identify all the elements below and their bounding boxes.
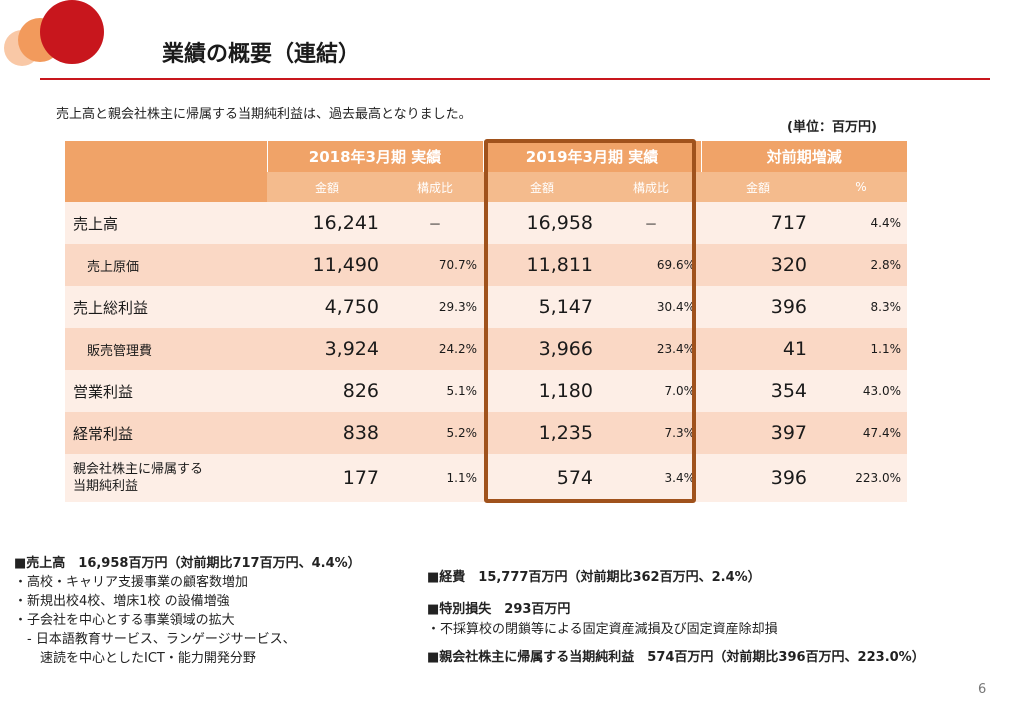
loss-note-title: ■特別損失 293百万円 xyxy=(427,602,571,617)
amount-cell: 11,490 xyxy=(267,244,387,286)
change-amount-cell: 396 xyxy=(701,454,815,502)
current-year-highlight xyxy=(484,139,696,503)
loss-note-detail: ・不採算校の閉鎖等による固定資産減損及び固定資産除却損 xyxy=(427,622,778,637)
ratio-cell: 1.1% xyxy=(387,454,483,502)
amount-cell: 16,241 xyxy=(267,202,387,244)
row-label: 売上総利益 xyxy=(65,286,267,328)
header-change: 対前期増減 xyxy=(700,141,907,172)
subheader-cell: 金額 xyxy=(267,172,387,202)
table-row: 経常利益 838 5.2% 1,235 7.3% 397 47.4% xyxy=(65,412,907,454)
page-number: 6 xyxy=(978,682,987,697)
ratio-cell: 7.0% xyxy=(601,370,701,412)
subheader-cell: 金額 xyxy=(483,172,601,202)
amount-cell: 838 xyxy=(267,412,387,454)
amount-cell: 3,924 xyxy=(267,328,387,370)
results-table: 2018年3月期 実績 2019年3月期 実績 対前期増減 金額 構成比 金額 … xyxy=(65,141,907,502)
table-row: 売上総利益 4,750 29.3% 5,147 30.4% 396 8.3% xyxy=(65,286,907,328)
page-title: 業績の概要（連結） xyxy=(162,42,361,67)
amount-cell: 1,180 xyxy=(483,370,601,412)
amount-cell: 11,811 xyxy=(483,244,601,286)
header-2019: 2019年3月期 実績 xyxy=(482,141,701,172)
table-row: 営業利益 826 5.1% 1,180 7.0% 354 43.0% xyxy=(65,370,907,412)
change-amount-cell: 354 xyxy=(701,370,815,412)
change-amount-cell: 320 xyxy=(701,244,815,286)
row-label: 売上原価 xyxy=(65,244,267,286)
expense-note: ■経費 15,777百万円（対前期比362百万円、2.4%） xyxy=(427,570,761,585)
note-line: - 日本語教育サービス、ランゲージサービス、 xyxy=(14,632,296,647)
change-amount-cell: 397 xyxy=(701,412,815,454)
table-row: 販売管理費 3,924 24.2% 3,966 23.4% 41 1.1% xyxy=(65,328,907,370)
note-line: ■売上高 16,958百万円（対前期比717百万円、4.4%） xyxy=(14,556,361,571)
lead-text: 売上高と親会社株主に帰属する当期純利益は、過去最高となりました。 xyxy=(56,107,472,122)
header-corner xyxy=(65,141,267,202)
row-label-line: 当期純利益 xyxy=(73,479,139,494)
subheader-cell: 構成比 xyxy=(601,172,701,202)
row-label: 販売管理費 xyxy=(65,328,267,370)
header-2018: 2018年3月期 実績 xyxy=(266,141,483,172)
amount-cell: 4,750 xyxy=(267,286,387,328)
amount-cell: 3,966 xyxy=(483,328,601,370)
amount-cell: 5,147 xyxy=(483,286,601,328)
change-pct-cell: 47.4% xyxy=(815,412,907,454)
ratio-cell: 29.3% xyxy=(387,286,483,328)
table-row: 売上高 16,241 － 16,958 － 717 4.4% xyxy=(65,202,907,244)
note-line: ・子会社を中心とする事業領域の拡大 xyxy=(14,613,235,628)
change-pct-cell: 43.0% xyxy=(815,370,907,412)
ratio-cell: 5.1% xyxy=(387,370,483,412)
title-divider xyxy=(40,78,990,80)
row-label: 親会社株主に帰属する 当期純利益 xyxy=(65,454,267,502)
change-pct-cell: 223.0% xyxy=(815,454,907,502)
ratio-cell: － xyxy=(387,202,483,244)
net-income-note: ■親会社株主に帰属する当期純利益 574百万円（対前期比396百万円、223.0… xyxy=(427,650,925,665)
change-amount-cell: 41 xyxy=(701,328,815,370)
note-line: ・高校・キャリア支援事業の顧客数増加 xyxy=(14,575,249,590)
table-header-row: 2018年3月期 実績 2019年3月期 実績 対前期増減 xyxy=(65,141,907,202)
note-line: 速読を中心としたICT・能力開発分野 xyxy=(14,651,256,666)
amount-cell: 574 xyxy=(483,454,601,502)
change-amount-cell: 396 xyxy=(701,286,815,328)
change-pct-cell: 8.3% xyxy=(815,286,907,328)
ratio-cell: 24.2% xyxy=(387,328,483,370)
amount-cell: 16,958 xyxy=(483,202,601,244)
company-logo xyxy=(4,0,104,66)
ratio-cell: － xyxy=(601,202,701,244)
change-pct-cell: 1.1% xyxy=(815,328,907,370)
ratio-cell: 5.2% xyxy=(387,412,483,454)
row-label: 売上高 xyxy=(65,202,267,244)
table-row: 売上原価 11,490 70.7% 11,811 69.6% 320 2.8% xyxy=(65,244,907,286)
revenue-notes: ■売上高 16,958百万円（対前期比717百万円、4.4%） ・高校・キャリア… xyxy=(14,554,361,668)
row-label: 営業利益 xyxy=(65,370,267,412)
ratio-cell: 23.4% xyxy=(601,328,701,370)
unit-label: (単位：百万円) xyxy=(787,120,877,135)
subheader-cell: 金額 xyxy=(701,172,815,202)
amount-cell: 177 xyxy=(267,454,387,502)
table-row: 親会社株主に帰属する 当期純利益 177 1.1% 574 3.4% 396 2… xyxy=(65,454,907,502)
subheader-cell: % xyxy=(815,172,907,202)
row-label-line: 親会社株主に帰属する xyxy=(73,462,204,477)
note-line: ・新規出校4校、増床1校 の設備増強 xyxy=(14,594,230,609)
subheader-cell: 構成比 xyxy=(387,172,483,202)
amount-cell: 1,235 xyxy=(483,412,601,454)
table-subheader-row: 金額 構成比 金額 構成比 金額 % xyxy=(65,172,907,202)
change-pct-cell: 4.4% xyxy=(815,202,907,244)
ratio-cell: 69.6% xyxy=(601,244,701,286)
ratio-cell: 70.7% xyxy=(387,244,483,286)
ratio-cell: 7.3% xyxy=(601,412,701,454)
row-label: 経常利益 xyxy=(65,412,267,454)
change-pct-cell: 2.8% xyxy=(815,244,907,286)
ratio-cell: 3.4% xyxy=(601,454,701,502)
change-amount-cell: 717 xyxy=(701,202,815,244)
ratio-cell: 30.4% xyxy=(601,286,701,328)
expense-notes: ■経費 15,777百万円（対前期比362百万円、2.4%） ■特別損失 293… xyxy=(427,568,925,668)
amount-cell: 826 xyxy=(267,370,387,412)
